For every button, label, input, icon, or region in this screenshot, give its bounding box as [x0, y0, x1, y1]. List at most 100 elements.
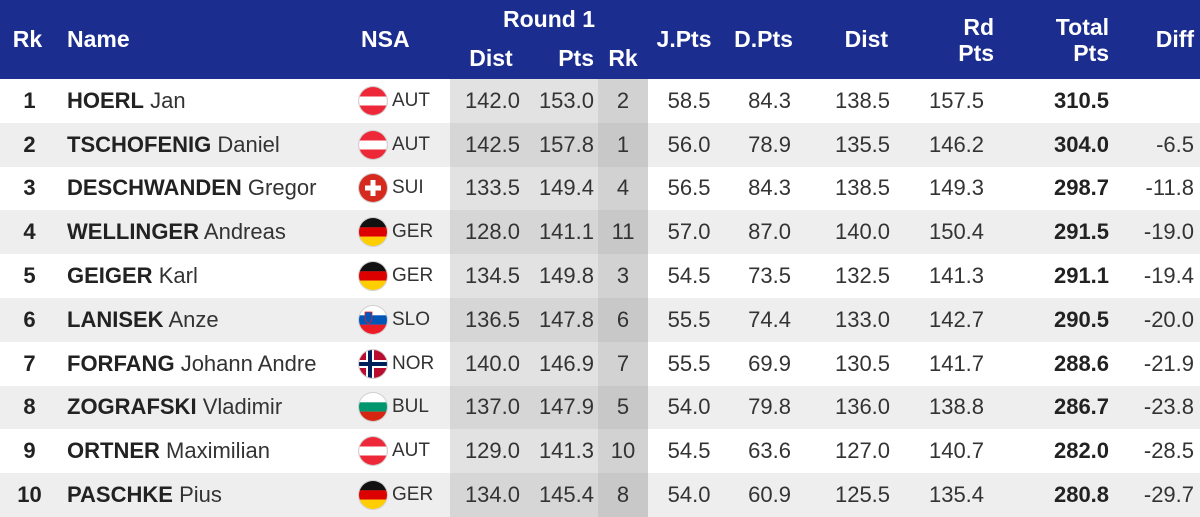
athlete-name-cell[interactable]: LANISEK Anze [55, 297, 357, 342]
dpts-cell: 60.9 [720, 473, 808, 517]
table-row[interactable]: 4 WELLINGER Andreas GER 128.0 141.1 11 5… [0, 210, 1200, 255]
nsa-code: GER [392, 265, 434, 287]
athlete-first-name: Maximilian [166, 438, 270, 464]
athlete-last-name: WELLINGER [67, 219, 199, 245]
dpts-cell: 69.9 [720, 341, 808, 386]
athlete-last-name: ORTNER [67, 438, 160, 464]
rank-cell: 5 [0, 254, 55, 298]
jpts-cell: 56.5 [648, 166, 721, 211]
rank-cell: 6 [0, 297, 55, 342]
nsa-code: SLO [392, 308, 431, 330]
athlete-name-cell[interactable]: DESCHWANDEN Gregor [55, 166, 357, 211]
dist-cell: 132.5 [807, 254, 903, 298]
nsa-cell: AUT [357, 429, 450, 474]
athlete-name-cell[interactable]: TSCHOFENIG Daniel [55, 122, 357, 167]
nsa-cell: GER [357, 210, 450, 255]
round-dist-cell: 134.5 [450, 254, 524, 298]
header-jpts[interactable]: J.Pts [648, 0, 721, 79]
total-pts-cell: 310.5 [1002, 79, 1116, 123]
header-name[interactable]: Name [55, 0, 357, 79]
dpts-cell: 84.3 [720, 166, 808, 211]
athlete-name-cell[interactable]: GEIGER Karl [55, 254, 357, 298]
header-round-pts[interactable]: Pts [524, 38, 598, 79]
diff-cell [1115, 79, 1200, 123]
jpts-cell: 57.0 [648, 210, 721, 255]
dpts-cell: 79.8 [720, 385, 808, 430]
nsa-cell: NOR [357, 341, 450, 386]
athlete-last-name: HOERL [67, 87, 144, 113]
rd-pts-cell: 146.2 [902, 122, 1003, 167]
nsa-code: AUT [392, 440, 430, 462]
dpts-cell: 63.6 [720, 429, 808, 474]
rd-pts-cell: 157.5 [902, 79, 1003, 123]
table-row[interactable]: 2 TSCHOFENIG Daniel AUT 142.5 157.8 1 56… [0, 122, 1200, 167]
aut-flag-icon [359, 437, 387, 466]
table-row[interactable]: 5 GEIGER Karl GER 134.5 149.8 3 54.5 73.… [0, 254, 1200, 298]
total-pts-cell: 282.0 [1002, 429, 1116, 474]
total-pts-cell: 298.7 [1002, 166, 1116, 211]
header-rd-pts-line1: Rd [963, 13, 995, 40]
round-pts-cell: 147.8 [524, 297, 598, 342]
header-total-line2: Pts [1073, 39, 1110, 66]
nsa-cell: BUL [357, 385, 450, 430]
athlete-name-cell[interactable]: ZOGRAFSKI Vladimir [55, 385, 357, 430]
header-round-rk[interactable]: Rk [598, 38, 649, 79]
athlete-first-name: Pius [179, 482, 222, 508]
header-round-dist[interactable]: Dist [450, 38, 524, 79]
dist-cell: 136.0 [807, 385, 903, 430]
jpts-cell: 54.5 [648, 429, 721, 474]
header-total-line1: Total [1055, 13, 1110, 40]
athlete-first-name: Vladimir [202, 394, 283, 420]
table-row[interactable]: 1 HOERL Jan AUT 142.0 153.0 2 58.5 84.3 … [0, 79, 1200, 123]
jpts-cell: 58.5 [648, 79, 721, 123]
round-dist-cell: 133.5 [450, 166, 524, 211]
total-pts-cell: 288.6 [1002, 341, 1116, 386]
table-row[interactable]: 6 LANISEK Anze SLO 136.5 147.8 6 55.5 74… [0, 297, 1200, 342]
round-dist-cell: 142.5 [450, 122, 524, 167]
header-nsa[interactable]: NSA [357, 0, 450, 79]
header-total-pts[interactable]: Total Pts [1002, 0, 1116, 79]
round-rk-cell: 8 [598, 473, 649, 517]
total-pts-cell: 291.1 [1002, 254, 1116, 298]
dpts-cell: 73.5 [720, 254, 808, 298]
rd-pts-cell: 141.7 [902, 341, 1003, 386]
athlete-name-cell[interactable]: FORFANG Johann Andre [55, 341, 357, 386]
rank-cell: 9 [0, 429, 55, 474]
rd-pts-cell: 135.4 [902, 473, 1003, 517]
ger-flag-icon [359, 218, 387, 247]
total-pts-cell: 291.5 [1002, 210, 1116, 255]
round-rk-cell: 10 [598, 429, 649, 474]
athlete-name-cell[interactable]: HOERL Jan [55, 79, 357, 123]
round-dist-cell: 137.0 [450, 385, 524, 430]
athlete-first-name: Jan [150, 87, 186, 113]
aut-flag-icon [359, 130, 387, 159]
table-row[interactable]: 10 PASCHKE Pius GER 134.0 145.4 8 54.0 6… [0, 473, 1200, 517]
table-row[interactable]: 3 DESCHWANDEN Gregor SUI 133.5 149.4 4 5… [0, 166, 1200, 211]
header-diff[interactable]: Diff [1115, 0, 1200, 79]
rank-cell: 1 [0, 79, 55, 123]
header-rd-pts[interactable]: Rd Pts [902, 0, 1003, 79]
diff-cell: -19.4 [1115, 254, 1200, 298]
table-row[interactable]: 8 ZOGRAFSKI Vladimir BUL 137.0 147.9 5 5… [0, 385, 1200, 430]
header-rk[interactable]: Rk [0, 0, 55, 79]
ger-flag-icon [359, 481, 387, 510]
rd-pts-cell: 140.7 [902, 429, 1003, 474]
header-rd-pts-line2: Pts [958, 39, 995, 66]
header-dist[interactable]: Dist [807, 0, 903, 79]
header-dpts[interactable]: D.Pts [720, 0, 808, 79]
round-dist-cell: 140.0 [450, 341, 524, 386]
nsa-cell: SLO [357, 297, 450, 342]
athlete-name-cell[interactable]: WELLINGER Andreas [55, 210, 357, 255]
round-pts-cell: 141.1 [524, 210, 598, 255]
athlete-last-name: DESCHWANDEN [67, 175, 242, 201]
table-row[interactable]: 9 ORTNER Maximilian AUT 129.0 141.3 10 5… [0, 429, 1200, 474]
aut-flag-icon [359, 86, 387, 115]
table-body: 1 HOERL Jan AUT 142.0 153.0 2 58.5 84.3 … [0, 79, 1200, 517]
round-dist-cell: 142.0 [450, 79, 524, 123]
athlete-name-cell[interactable]: ORTNER Maximilian [55, 429, 357, 474]
nsa-code: SUI [392, 177, 424, 199]
jpts-cell: 55.5 [648, 341, 721, 386]
table-row[interactable]: 7 FORFANG Johann Andre NOR 140.0 146.9 7… [0, 341, 1200, 386]
athlete-name-cell[interactable]: PASCHKE Pius [55, 473, 357, 517]
